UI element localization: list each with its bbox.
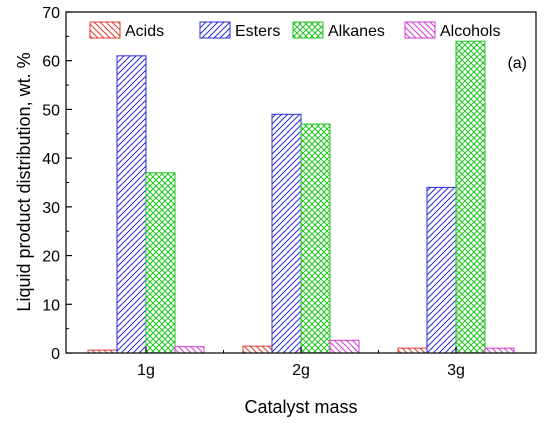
ticks-layer: 0 10 20 30 40 50 60 70 1g 2g 3g — [42, 5, 465, 379]
y-tick-label: 70 — [42, 5, 60, 22]
y-tick-label: 20 — [42, 249, 60, 266]
bar-acids-3g — [397, 347, 428, 354]
legend: Acids Esters Alkanes Alcohols — [89, 21, 500, 40]
y-tick-label: 60 — [42, 54, 60, 71]
legend-label: Alcohols — [440, 23, 500, 40]
bar-esters-1g — [116, 55, 147, 354]
legend-label: Esters — [235, 23, 280, 40]
bar-alcohols-1g — [174, 346, 205, 354]
bar-alcohols-3g — [484, 347, 515, 354]
y-axis-title: Liquid product distribution, wt. % — [14, 52, 34, 311]
bar-alkanes-2g — [300, 123, 331, 354]
bar-alcohols-2g — [329, 339, 360, 354]
bar-acids-2g — [242, 345, 273, 354]
legend-label: Acids — [125, 23, 164, 40]
x-tick-label: 2g — [292, 362, 310, 379]
x-tick-label: 3g — [447, 362, 465, 379]
bars-layer — [87, 40, 515, 354]
bar-alkanes-3g — [455, 40, 486, 354]
legend-swatch — [89, 21, 121, 39]
x-axis-title: Catalyst mass — [244, 397, 357, 417]
bar-esters-3g — [426, 186, 457, 354]
legend-swatch — [292, 21, 324, 39]
y-tick-label: 40 — [42, 151, 60, 168]
legend-item-alcohols: Alcohols — [404, 21, 500, 40]
legend-item-esters: Esters — [199, 21, 280, 40]
legend-swatch — [404, 21, 436, 39]
y-tick-label: 50 — [42, 102, 60, 119]
legend-label: Alkanes — [328, 23, 385, 40]
bar-esters-2g — [271, 113, 302, 354]
y-tick-label: 30 — [42, 200, 60, 217]
legend-item-alkanes: Alkanes — [292, 21, 385, 40]
x-tick-label: 1g — [137, 362, 155, 379]
legend-item-acids: Acids — [89, 21, 164, 40]
panel-label: (a) — [507, 55, 527, 72]
legend-swatch — [199, 21, 231, 39]
y-tick-label: 10 — [42, 297, 60, 314]
bar-alkanes-1g — [145, 172, 176, 354]
y-tick-label: 0 — [51, 346, 60, 363]
